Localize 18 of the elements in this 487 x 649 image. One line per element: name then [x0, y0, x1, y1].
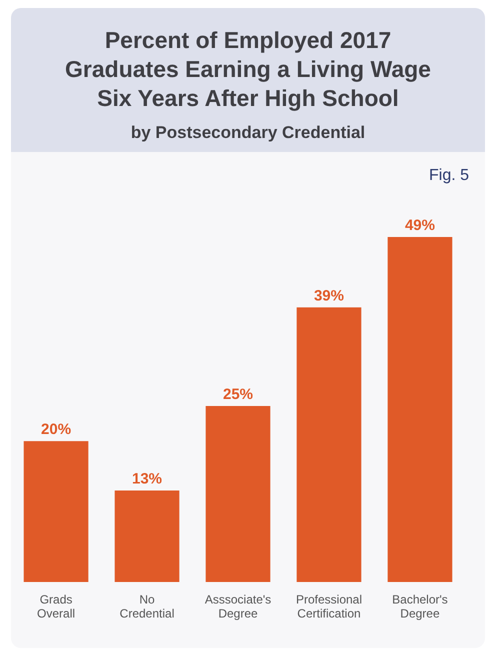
bar — [24, 441, 88, 582]
chart-title: Percent of Employed 2017 Graduates Earning a Living Wage Six Years After High School — [64, 26, 432, 113]
data-label: 49% — [404, 217, 435, 234]
bar — [296, 307, 362, 582]
x-tick-label: Bachelor's Degree — [392, 592, 448, 620]
bar — [114, 490, 180, 582]
data-label: 20% — [41, 421, 72, 438]
x-tick-label: Grads Overall — [37, 592, 76, 620]
chart-subtitle: by Postsecondary Credential — [130, 123, 366, 143]
x-tick-label: Asssociate's Degree — [204, 592, 272, 620]
data-label: 13% — [132, 470, 162, 488]
caption: Fig. 5 — [428, 167, 469, 185]
x-tick-label: No Credential — [120, 592, 174, 620]
bar — [388, 237, 452, 582]
data-label: 25% — [222, 386, 254, 403]
data-label: 39% — [314, 287, 344, 304]
x-tick-label: Professional Certification — [296, 592, 362, 620]
bar — [206, 406, 270, 582]
